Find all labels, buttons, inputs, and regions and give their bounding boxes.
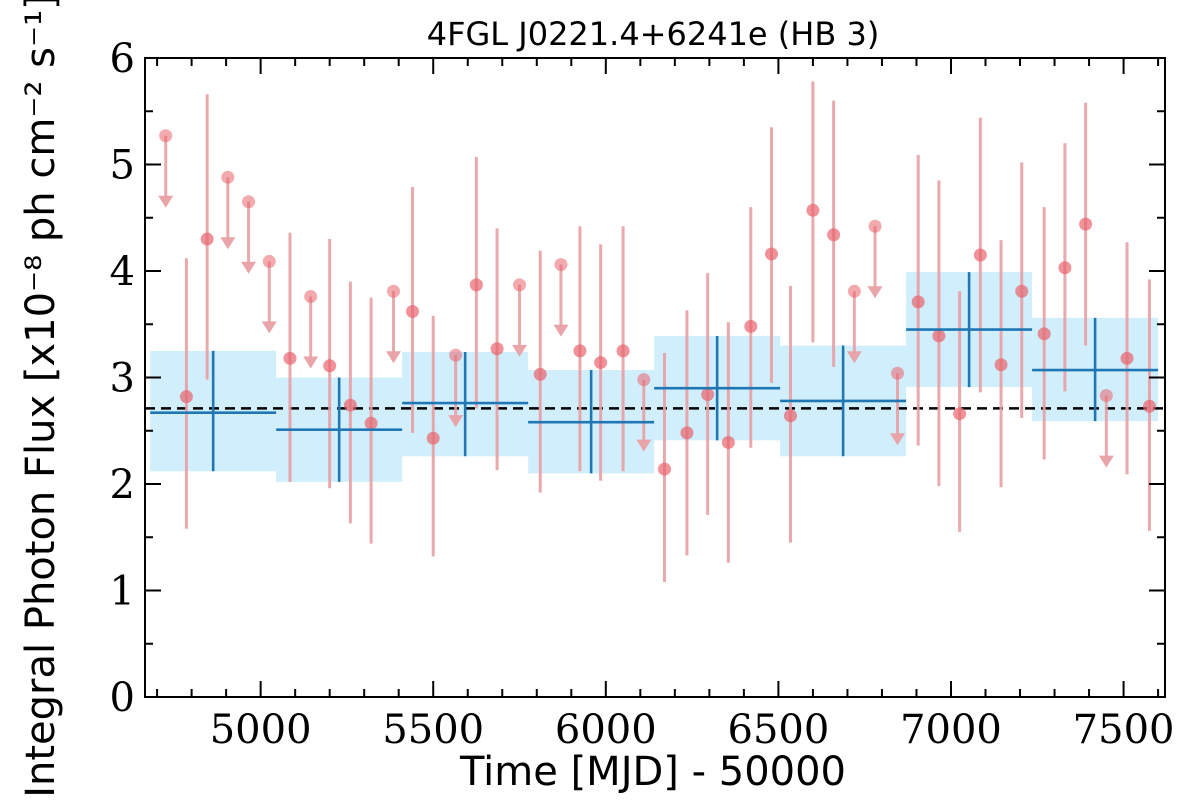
upper-limit-arrowhead [220, 237, 236, 250]
y-tick-label: 4 [110, 249, 135, 295]
y-axis-label: Integral Photon Flux [x10⁻⁸ ph cm⁻² s⁻¹] [18, 0, 64, 798]
short-bin-point [1058, 261, 1072, 275]
short-bin-point [721, 435, 735, 449]
upper-limit-point [304, 290, 318, 304]
short-bin-point [323, 359, 337, 373]
short-bin-point [806, 203, 820, 217]
upper-limit-arrowhead [303, 356, 319, 369]
long-bin-errorbars-layer [150, 272, 1159, 482]
upper-limit-point [513, 278, 527, 292]
short-bin-point [764, 247, 778, 261]
short-bin-point [1079, 217, 1093, 231]
upper-limit-point [868, 219, 882, 233]
tick-labels-layer: 5000 5500 6000 6500 7000 7500 0 1 2 3 4 5 6 [110, 36, 1175, 753]
short-bin-point [783, 409, 797, 423]
short-bin-point [406, 304, 420, 318]
short-bin-point [573, 344, 587, 358]
short-bin-point [469, 278, 483, 292]
short-bin-point [490, 342, 504, 356]
short-bin-point [1037, 327, 1051, 341]
upper-limit-arrowhead [1098, 455, 1114, 468]
short-bin-point [1120, 351, 1134, 365]
short-bin-points-layer [159, 129, 1156, 476]
short-bin-point [343, 398, 357, 412]
short-bin-point [200, 232, 214, 246]
short-bin-point [1015, 284, 1029, 298]
short-bin-point [973, 248, 987, 262]
upper-limit-arrowhead [889, 433, 905, 446]
upper-limit-arrowhead [512, 344, 528, 357]
short-bin-point [657, 462, 671, 476]
upper-limit-arrowhead [846, 351, 862, 364]
upper-limit-point [242, 195, 256, 209]
upper-limit-point [159, 129, 173, 143]
upper-limit-arrowhead [867, 286, 883, 299]
x-axis-label: Time [MJD] - 50000 [459, 749, 846, 795]
upper-limit-point [387, 284, 401, 298]
short-bin-point [179, 390, 193, 404]
upper-limit-point [1099, 389, 1113, 403]
upper-limit-arrowhead [261, 321, 277, 334]
upper-limit-point [847, 284, 861, 298]
upper-limit-arrowhead [448, 415, 464, 428]
upper-limit-point [637, 373, 651, 387]
short-bin-point [827, 228, 841, 242]
short-bin-point [594, 356, 608, 370]
upper-limit-point [554, 258, 568, 272]
upper-limit-arrowhead [158, 195, 174, 208]
upper-limit-arrowhead [553, 324, 569, 337]
x-tick-label: 5000 [210, 707, 312, 753]
upper-limit-arrowhead [386, 351, 402, 364]
short-bin-point [994, 358, 1008, 372]
short-bin-errorbars-layer [158, 81, 1151, 582]
upper-limit-point [890, 366, 904, 380]
short-bin-point [426, 431, 440, 445]
short-bin-point [364, 416, 378, 430]
short-bin-point [701, 388, 715, 402]
short-bin-point [680, 426, 694, 440]
x-tick-label: 7500 [1073, 707, 1175, 753]
short-bin-point [911, 295, 925, 309]
upper-limit-point [221, 170, 235, 184]
y-tick-label: 3 [110, 356, 135, 402]
x-tick-label: 6500 [728, 707, 830, 753]
y-tick-label: 2 [110, 462, 135, 508]
upper-limit-arrowhead [241, 261, 257, 274]
y-tick-label: 1 [110, 569, 135, 615]
short-bin-point [1142, 399, 1156, 413]
x-tick-label: 6000 [555, 707, 657, 753]
short-bin-point [533, 367, 547, 381]
short-bin-point [953, 407, 967, 421]
short-bin-point [616, 344, 630, 358]
y-tick-label: 0 [110, 675, 135, 721]
short-bin-point [283, 351, 297, 365]
upper-limit-point [262, 254, 276, 268]
y-tick-label: 6 [110, 36, 135, 82]
x-tick-label: 7000 [900, 707, 1002, 753]
chart-title: 4FGL J0221.4+6241e (HB 3) [427, 15, 880, 53]
upper-limit-arrowhead [636, 439, 652, 452]
long-bin-bands-layer [150, 272, 1159, 482]
y-tick-label: 5 [110, 143, 135, 189]
x-tick-label: 5500 [382, 707, 484, 753]
short-bin-point [932, 329, 946, 343]
upper-limit-point [449, 348, 463, 362]
short-bin-point [744, 319, 758, 333]
ticks-layer [145, 57, 1165, 698]
